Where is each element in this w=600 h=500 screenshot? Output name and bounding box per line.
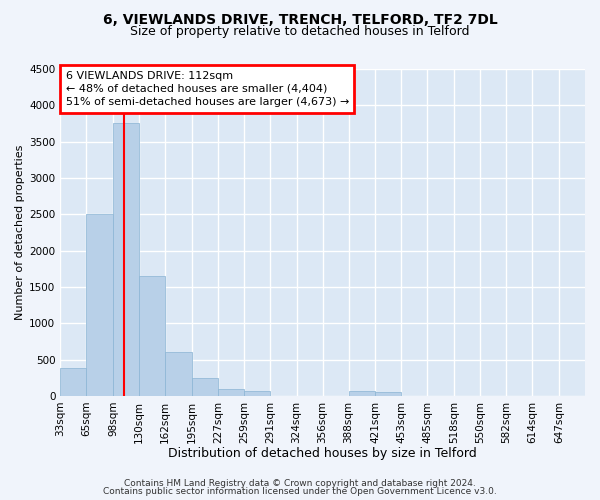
Bar xyxy=(376,392,401,396)
Bar xyxy=(86,214,113,396)
Text: 6 VIEWLANDS DRIVE: 112sqm
← 48% of detached houses are smaller (4,404)
51% of se: 6 VIEWLANDS DRIVE: 112sqm ← 48% of detac… xyxy=(65,70,349,107)
Bar xyxy=(60,368,86,396)
Text: Contains HM Land Registry data © Crown copyright and database right 2024.: Contains HM Land Registry data © Crown c… xyxy=(124,478,476,488)
Bar xyxy=(192,378,218,396)
Bar xyxy=(244,392,270,396)
Bar xyxy=(349,392,376,396)
X-axis label: Distribution of detached houses by size in Telford: Distribution of detached houses by size … xyxy=(168,447,477,460)
Text: Contains public sector information licensed under the Open Government Licence v3: Contains public sector information licen… xyxy=(103,487,497,496)
Bar xyxy=(113,124,139,396)
Bar xyxy=(218,388,244,396)
Text: Size of property relative to detached houses in Telford: Size of property relative to detached ho… xyxy=(130,25,470,38)
Y-axis label: Number of detached properties: Number of detached properties xyxy=(15,144,25,320)
Text: 6, VIEWLANDS DRIVE, TRENCH, TELFORD, TF2 7DL: 6, VIEWLANDS DRIVE, TRENCH, TELFORD, TF2… xyxy=(103,12,497,26)
Bar xyxy=(165,352,192,396)
Bar xyxy=(139,276,165,396)
